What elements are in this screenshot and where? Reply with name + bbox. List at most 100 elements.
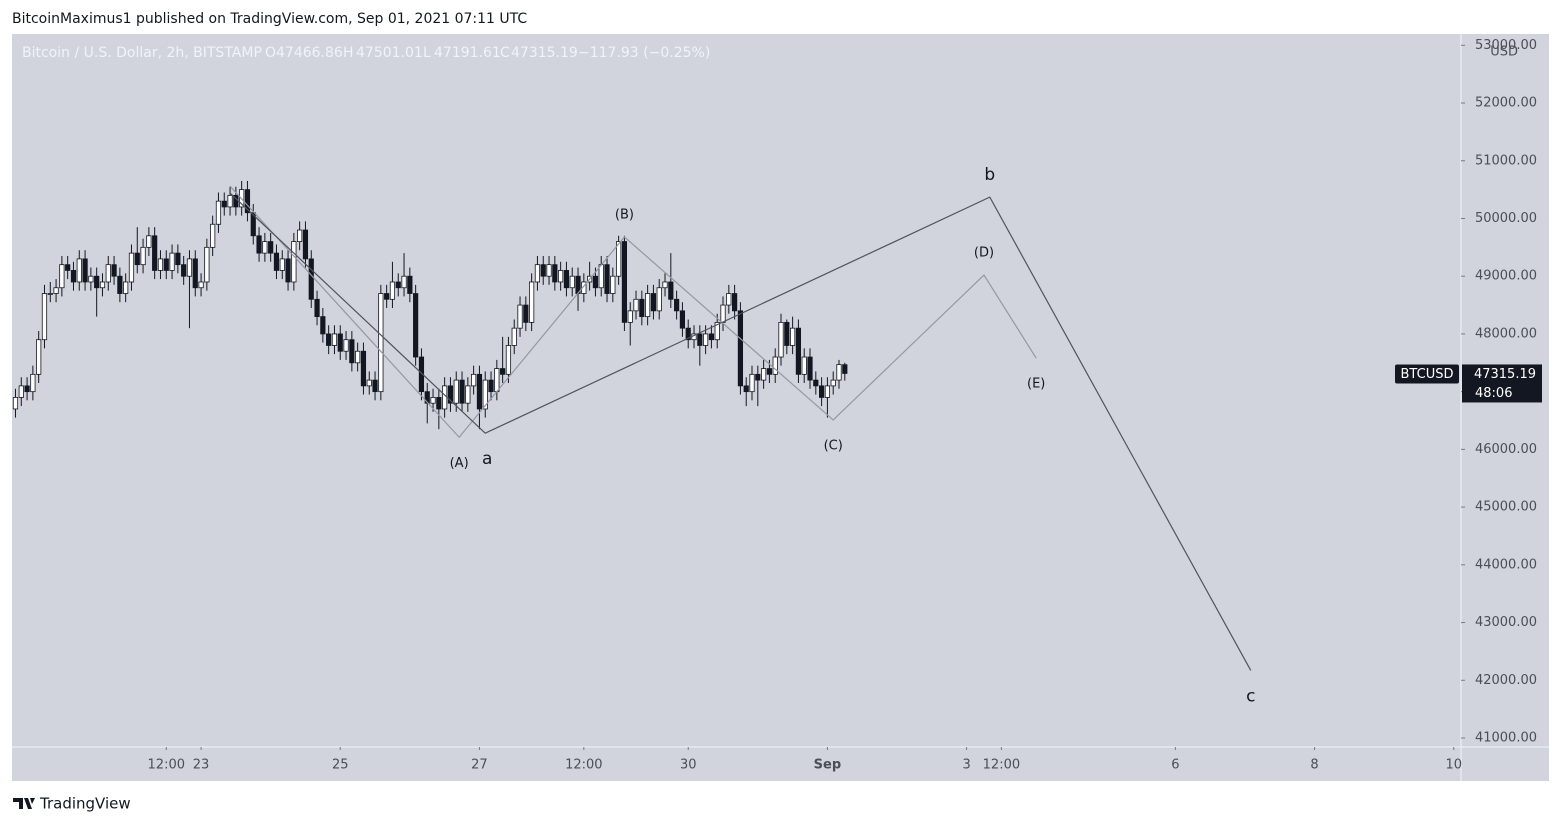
candle-body bbox=[714, 321, 720, 341]
candle-body bbox=[842, 364, 848, 374]
candle-body bbox=[117, 275, 123, 294]
candle-body bbox=[41, 293, 48, 341]
candle-body bbox=[175, 252, 181, 266]
wave-label: (D) bbox=[974, 246, 994, 261]
candle-body bbox=[366, 379, 372, 387]
candle-body bbox=[291, 241, 297, 283]
x-tick-label: 12:00 bbox=[565, 758, 602, 773]
candle-body bbox=[534, 264, 541, 283]
candle-body bbox=[540, 264, 546, 277]
candle-body bbox=[215, 200, 222, 225]
candle-body bbox=[18, 385, 24, 398]
candle-body bbox=[807, 356, 813, 381]
candle-body bbox=[221, 200, 227, 208]
candle-body bbox=[204, 246, 210, 283]
candle-body bbox=[610, 275, 616, 294]
candle-body bbox=[569, 275, 575, 289]
candle-body bbox=[732, 293, 738, 312]
candle-body bbox=[65, 264, 71, 271]
candle-body bbox=[76, 258, 82, 283]
candle-body bbox=[256, 235, 262, 254]
candle-body bbox=[320, 316, 326, 335]
y-tick-label: 48000.00 bbox=[1475, 326, 1537, 341]
candle-body bbox=[743, 385, 749, 393]
wave-label: (B) bbox=[615, 207, 634, 222]
wave-line bbox=[229, 192, 1252, 671]
candle-body bbox=[273, 252, 280, 271]
candle-body bbox=[384, 293, 390, 300]
candle-body bbox=[372, 379, 378, 393]
candle-body bbox=[169, 252, 175, 271]
candle-body bbox=[552, 264, 558, 283]
wave-label: b bbox=[984, 165, 995, 185]
candle-body bbox=[105, 264, 111, 283]
candle-body bbox=[778, 321, 784, 358]
candle-body bbox=[621, 241, 628, 323]
wave-line bbox=[229, 185, 1037, 439]
candle-body bbox=[82, 258, 88, 283]
candle-body bbox=[146, 235, 152, 248]
candle-body bbox=[163, 258, 169, 271]
y-tick-label: 41000.00 bbox=[1475, 730, 1537, 745]
candle-body bbox=[598, 264, 604, 289]
candle-body bbox=[337, 333, 343, 352]
candle-body bbox=[343, 339, 349, 352]
candle-body bbox=[424, 391, 430, 404]
candle-body bbox=[314, 298, 320, 318]
candle-body bbox=[418, 356, 425, 393]
candle-body bbox=[604, 264, 610, 294]
logo-icon bbox=[13, 798, 35, 809]
candle-body bbox=[824, 385, 831, 398]
x-tick-label: 12:00 bbox=[148, 758, 185, 773]
candle-body bbox=[302, 229, 309, 260]
candle-body bbox=[476, 373, 483, 410]
candle-body bbox=[442, 385, 448, 410]
wave-label: c bbox=[1246, 686, 1255, 706]
candle-body bbox=[662, 281, 668, 289]
candle-body bbox=[268, 241, 274, 254]
candle-body bbox=[360, 350, 367, 387]
candle-body bbox=[459, 379, 465, 404]
candle-body bbox=[819, 385, 825, 398]
ohlc-letter: L bbox=[423, 45, 431, 61]
candle-body bbox=[674, 298, 680, 312]
price-change: −117.93 (−0.25%) bbox=[578, 45, 710, 61]
candle-body bbox=[633, 298, 639, 312]
candle-body bbox=[563, 270, 570, 289]
candle-body bbox=[726, 293, 732, 306]
candle-body bbox=[494, 368, 500, 393]
candle-body bbox=[795, 327, 802, 375]
candle-body bbox=[836, 364, 842, 381]
candle-body bbox=[250, 212, 256, 237]
candle-body bbox=[30, 373, 36, 393]
ohlc-value: 47466.86 bbox=[276, 45, 343, 61]
candle-body bbox=[227, 194, 233, 208]
candle-body bbox=[627, 310, 633, 323]
candle-body bbox=[465, 385, 471, 404]
candle-body bbox=[279, 258, 285, 271]
x-tick-label: 27 bbox=[471, 758, 488, 773]
candle-body bbox=[210, 223, 216, 248]
ohlc-letter: O bbox=[265, 45, 276, 61]
y-tick-label: 53000.00 bbox=[1475, 38, 1537, 53]
candle-body bbox=[517, 304, 523, 329]
candle-body bbox=[813, 379, 819, 387]
candle-body bbox=[47, 293, 53, 295]
currency-label: USD bbox=[1490, 45, 1518, 60]
candle-body bbox=[326, 333, 332, 346]
x-tick-label: 6 bbox=[1171, 758, 1179, 773]
candle-body bbox=[36, 339, 42, 375]
candle-body bbox=[111, 264, 117, 277]
candle-body bbox=[262, 241, 268, 254]
candle-body bbox=[59, 264, 65, 289]
candle-body bbox=[157, 258, 164, 271]
candle-body bbox=[685, 327, 691, 341]
candle-body bbox=[349, 339, 355, 364]
ohlc-letter: H bbox=[343, 45, 354, 61]
candle-body bbox=[395, 281, 401, 289]
y-tick-label: 46000.00 bbox=[1475, 442, 1537, 457]
y-tick-label: 52000.00 bbox=[1475, 96, 1537, 111]
candle-body bbox=[679, 310, 686, 329]
candle-body bbox=[488, 379, 494, 393]
candle-body bbox=[12, 397, 19, 410]
